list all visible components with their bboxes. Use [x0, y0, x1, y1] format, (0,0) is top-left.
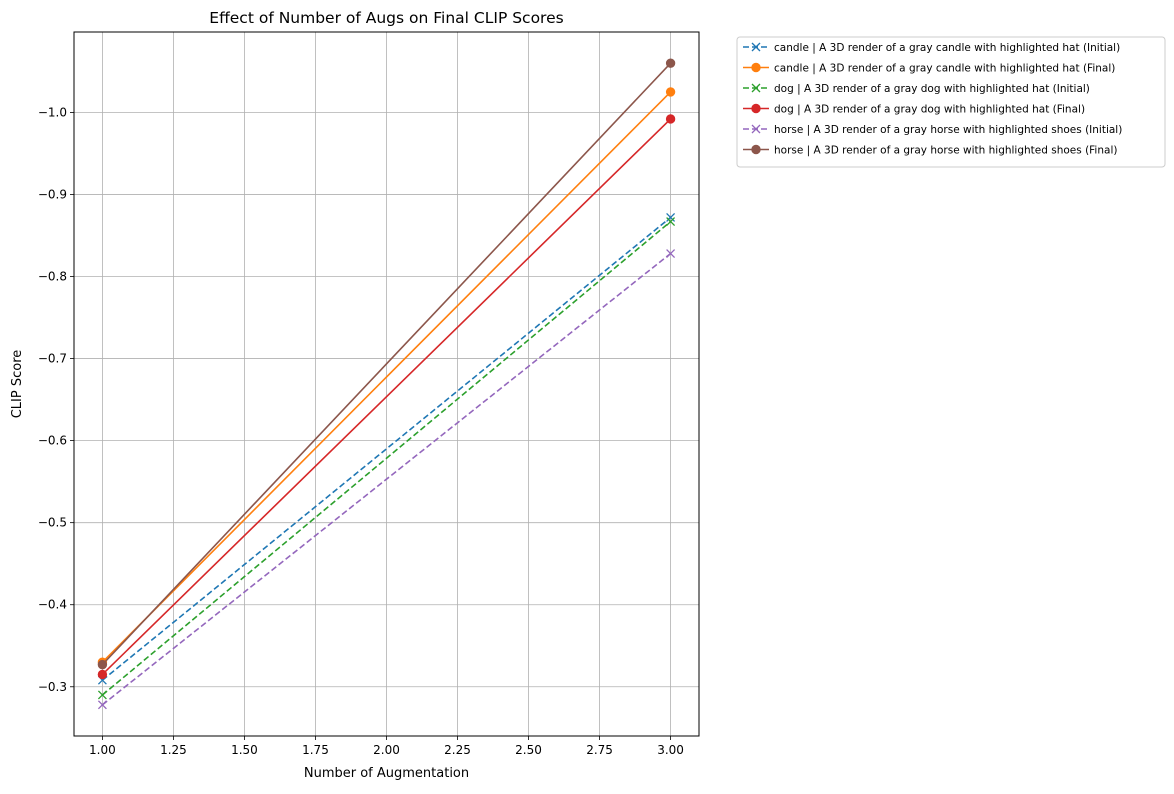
data-point-2-0-stroke	[97, 690, 107, 700]
data-point-0-1	[666, 212, 676, 222]
legend-marker-4-stroke	[751, 124, 761, 134]
legend-marker-3	[751, 103, 761, 114]
legend-label-5: horse | A 3D render of a gray horse with…	[774, 145, 1117, 157]
x-tick-label: 2.00	[373, 743, 400, 757]
legend-label-1: candle | A 3D render of a gray candle wi…	[774, 63, 1115, 75]
data-point-5-0	[97, 659, 108, 670]
grid-layer	[74, 32, 699, 736]
x-tick-label: 1.00	[89, 743, 116, 757]
x-tick-label: 3.00	[657, 743, 684, 757]
legend-marker-2-stroke	[751, 83, 761, 93]
y-tick-label: −0.6	[38, 434, 67, 448]
series-4	[97, 249, 676, 710]
legend-marker-2	[751, 83, 761, 93]
x-tick-label: 1.75	[302, 743, 329, 757]
ticks-layer: 1.00 1.25 1.50 1.75 2.00 2.25 2.50 2.75 3.00 −0.3…	[38, 105, 684, 757]
data-point-0-1-stroke	[666, 212, 676, 222]
legend-marker-0-stroke	[751, 42, 761, 52]
y-tick-label: −0.3	[38, 680, 67, 694]
data-point-2-1-stroke	[666, 217, 676, 226]
series-1	[97, 87, 676, 667]
series-5	[97, 58, 676, 670]
series-2	[97, 217, 676, 700]
series-line-0	[101, 216, 672, 681]
data-point-5-1	[665, 58, 676, 68]
legend-label-4: horse | A 3D render of a gray horse with…	[774, 124, 1122, 136]
data-point-3-0	[97, 669, 108, 680]
legend-marker-5	[751, 144, 761, 155]
y-axis-label: CLIP Score	[10, 350, 25, 419]
data-point-4-0-stroke	[97, 700, 107, 710]
series-line-3	[101, 118, 672, 676]
x-tick-label: 1.25	[160, 743, 187, 757]
data-point-4-1	[666, 249, 676, 258]
x-tick-label: 1.50	[231, 743, 258, 757]
x-tick-label: 2.25	[444, 743, 471, 757]
legend-box	[736, 36, 1166, 168]
data-point-4-1-stroke	[666, 249, 676, 258]
y-tick-label: −0.9	[38, 187, 67, 201]
y-tick-label: −0.7	[38, 352, 67, 366]
x-axis-label: Number of Augmentation	[304, 766, 469, 781]
y-tick-label: −0.5	[38, 516, 67, 530]
legend-marker-4	[751, 124, 761, 134]
data-point-4-0	[97, 700, 107, 710]
series-line-1	[101, 91, 672, 663]
series-3	[97, 114, 676, 680]
legend-label-0: candle | A 3D render of a gray candle wi…	[774, 42, 1120, 54]
data-point-1-1	[665, 87, 676, 97]
series-line-5	[101, 62, 672, 666]
legend-marker-0	[751, 42, 761, 52]
y-tick-label: −0.8	[38, 270, 67, 284]
data-point-2-0	[97, 690, 107, 700]
chart-title: Effect of Number of Augs on Final CLIP S…	[209, 9, 563, 27]
y-tick-label: −0.4	[38, 598, 67, 612]
legend: candle | A 3D render of a gray candle wi…	[736, 36, 1166, 168]
legend-label-2: dog | A 3D render of a gray dog with hig…	[774, 83, 1090, 95]
y-tick-label: −1.0	[38, 105, 67, 119]
legend-label-3: dog | A 3D render of a gray dog with hig…	[774, 104, 1085, 116]
data-point-2-1	[666, 217, 676, 226]
series-line-4	[101, 252, 672, 706]
data-point-3-1	[665, 114, 676, 124]
series-line-2	[101, 220, 672, 696]
x-tick-label: 2.50	[515, 743, 542, 757]
legend-marker-1	[751, 62, 761, 73]
x-tick-label: 2.75	[586, 743, 613, 757]
series-layer	[97, 58, 676, 710]
